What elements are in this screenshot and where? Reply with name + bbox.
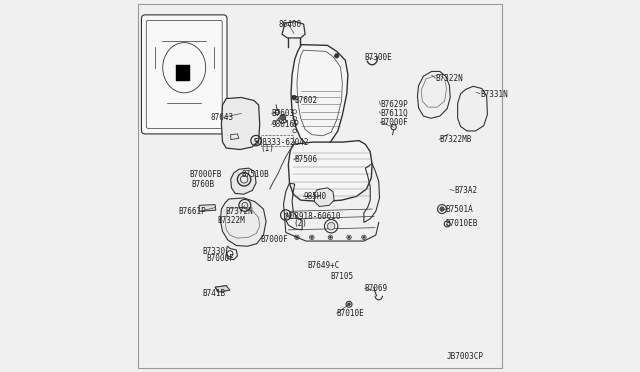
Circle shape [328,222,335,230]
Text: 87510B: 87510B [242,170,269,179]
Polygon shape [215,286,230,292]
Polygon shape [282,22,305,38]
Text: B7603: B7603 [271,109,295,118]
Text: JB7003CP: JB7003CP [447,352,484,361]
Polygon shape [215,286,229,292]
Text: S08333-62042: S08333-62042 [253,138,308,147]
Text: B7501A: B7501A [445,205,474,214]
Text: N: N [284,212,288,218]
Polygon shape [458,86,488,131]
Text: B7069: B7069 [365,284,388,293]
Circle shape [296,236,298,238]
Text: S: S [254,138,258,143]
Text: B7629P: B7629P [380,100,408,109]
Circle shape [292,95,296,100]
Polygon shape [289,141,372,202]
Polygon shape [291,45,348,146]
FancyBboxPatch shape [141,15,227,134]
Circle shape [330,236,332,238]
Polygon shape [231,168,256,194]
Text: 87643: 87643 [211,113,234,122]
Text: B7322M: B7322M [218,216,246,225]
Text: B7322MB: B7322MB [439,135,472,144]
Text: B7300E: B7300E [365,53,392,62]
Circle shape [363,236,365,238]
Circle shape [440,207,444,211]
Text: B7331N: B7331N [480,90,508,99]
Circle shape [280,114,286,120]
Text: B7000F: B7000F [380,118,408,126]
Text: N08918-60610: N08918-60610 [286,212,341,221]
Text: B741B: B741B [203,289,226,298]
Polygon shape [417,71,450,118]
Polygon shape [220,198,266,246]
Text: B7649+C: B7649+C [307,262,339,270]
Text: B7611Q: B7611Q [380,109,408,118]
Text: B7010E: B7010E [337,309,365,318]
Circle shape [310,236,313,238]
Bar [176,65,190,81]
Text: B7602: B7602 [294,96,317,105]
Polygon shape [199,205,216,211]
Text: 985H0: 985H0 [303,192,326,201]
Circle shape [348,303,351,306]
Text: B7010EB: B7010EB [445,219,478,228]
Circle shape [335,54,339,58]
Text: (1): (1) [260,144,275,153]
Text: 98016P: 98016P [271,120,300,129]
Text: B7322N: B7322N [435,74,463,83]
Polygon shape [314,188,334,206]
Text: B7000FB: B7000FB [189,170,221,179]
Text: B760B: B760B [191,180,215,189]
Text: (2): (2) [293,219,307,228]
Text: B73A2: B73A2 [454,186,477,195]
Text: B7330: B7330 [203,247,226,256]
Text: B7661P: B7661P [178,207,205,216]
Polygon shape [221,97,260,150]
Text: 86400: 86400 [278,20,301,29]
Text: B7000F: B7000F [207,254,234,263]
Text: B7000F: B7000F [260,235,288,244]
Circle shape [348,236,350,238]
Text: B7372N: B7372N [225,207,253,216]
Text: B7105: B7105 [330,272,353,280]
Text: B7506: B7506 [294,155,317,164]
